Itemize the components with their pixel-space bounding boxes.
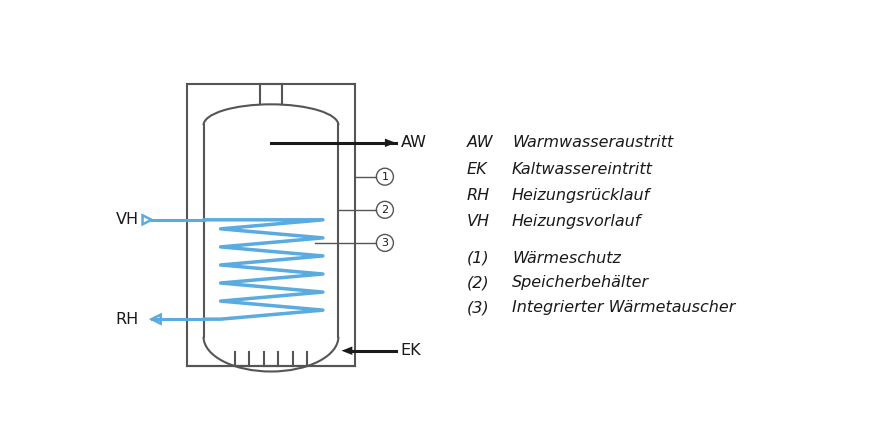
Text: Heizungsrücklauf: Heizungsrücklauf <box>512 187 651 203</box>
Text: AW: AW <box>467 136 494 150</box>
Text: 2: 2 <box>381 205 388 215</box>
Text: AW: AW <box>400 136 426 150</box>
Text: 1: 1 <box>381 172 388 182</box>
Text: RH: RH <box>467 187 490 203</box>
Text: EK: EK <box>467 162 487 177</box>
Polygon shape <box>385 139 396 147</box>
Text: Warmwasseraustritt: Warmwasseraustritt <box>512 136 673 150</box>
Text: Wärmeschutz: Wärmeschutz <box>512 251 621 266</box>
Text: VH: VH <box>467 214 490 229</box>
Text: (1): (1) <box>467 251 490 266</box>
Text: (3): (3) <box>467 300 490 315</box>
Polygon shape <box>342 346 352 355</box>
Text: Kaltwassereintritt: Kaltwassereintritt <box>512 162 653 177</box>
Text: Speicherbehälter: Speicherbehälter <box>512 275 649 291</box>
Text: Integrierter Wärmetauscher: Integrierter Wärmetauscher <box>512 300 735 315</box>
Text: RH: RH <box>115 312 139 326</box>
Text: EK: EK <box>400 343 421 358</box>
Text: Heizungsvorlauf: Heizungsvorlauf <box>512 214 642 229</box>
Text: VH: VH <box>116 212 139 227</box>
Text: (2): (2) <box>467 275 490 291</box>
Text: 3: 3 <box>381 238 388 248</box>
